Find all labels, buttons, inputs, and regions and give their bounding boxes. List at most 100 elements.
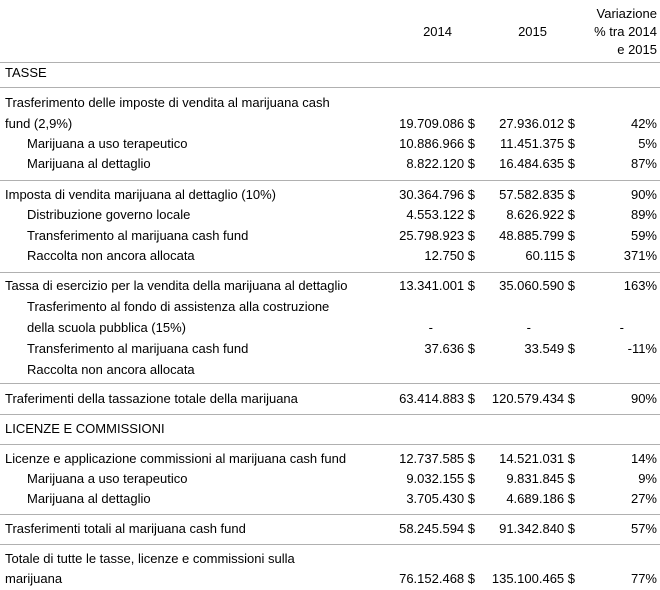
value-change: 57% [630, 521, 657, 536]
table-row-total: Traferimenti della tassazione totale del… [0, 389, 660, 409]
row-label: fund (2,9%) [5, 116, 73, 131]
value-2014: 63.414.883 $ [399, 391, 475, 406]
value-change: 42% [630, 116, 657, 131]
row-label: Raccolta non ancora allocata [27, 362, 195, 377]
row-label: della scuola pubblica (15%) [27, 320, 186, 335]
row-label: Marijuana a uso terapeutico [27, 471, 188, 486]
separator [0, 514, 660, 515]
row-label: Marijuana a uso terapeutico [27, 136, 188, 151]
table-row: Imposta di vendita marijuana al dettagli… [0, 185, 660, 205]
row-label: Transferimento al marijuana cash fund [27, 228, 249, 243]
header-change: Variazione % tra 2014 e 2015 [594, 5, 657, 59]
row-label: Traferimenti della tassazione totale del… [5, 391, 298, 406]
table-row: Trasferimento delle imposte di vendita a… [0, 93, 660, 113]
value-2015: 35.060.590 $ [499, 278, 575, 293]
value-change: 163% [623, 278, 657, 293]
value-2014: 8.822.120 $ [406, 156, 475, 171]
table-row: Marijuana a uso terapeutico 10.886.966 $… [0, 134, 660, 154]
value-2014: 9.032.155 $ [406, 471, 475, 486]
value-change: 90% [630, 391, 657, 406]
value-change: - [619, 320, 624, 335]
row-label: Trasferimento delle imposte di vendita a… [5, 95, 330, 110]
section-heading-licenze: LICENZE E COMMISSIONI [0, 419, 660, 439]
value-2014: 19.709.086 $ [399, 116, 475, 131]
value-2014: 76.152.468 $ [399, 571, 475, 586]
row-label: Imposta di vendita marijuana al dettagli… [5, 187, 276, 202]
value-change: 90% [630, 187, 657, 202]
row-label: Trasferimenti totali al marijuana cash f… [5, 521, 246, 536]
value-change: 27% [630, 491, 657, 506]
table-row: Raccolta non ancora allocata [0, 360, 660, 380]
row-label: LICENZE E COMMISSIONI [5, 421, 165, 436]
value-2015: 135.100.465 $ [491, 571, 575, 586]
table-row: della scuola pubblica (15%) - - - [0, 318, 660, 338]
table-row: Transferimento al marijuana cash fund 37… [0, 339, 660, 359]
value-2015: 11.451.375 $ [500, 136, 575, 151]
value-2015: 91.342.840 $ [499, 521, 575, 536]
row-label: Raccolta non ancora allocata [27, 248, 195, 263]
table-row: Raccolta non ancora allocata 12.750 $ 60… [0, 246, 660, 266]
row-label: Licenze e applicazione commissioni al ma… [5, 451, 347, 466]
row-label: Marijuana al dettaglio [27, 491, 151, 506]
value-2014: 37.636 $ [424, 341, 475, 356]
value-change: 59% [630, 228, 657, 243]
separator [0, 414, 660, 415]
table-row-grand-total: marijuana 76.152.468 $ 135.100.465 $ 77% [0, 569, 660, 589]
table-row: Marijuana al dettaglio 3.705.430 $ 4.689… [0, 489, 660, 509]
row-label: Tassa di esercizio per la vendita della … [5, 278, 348, 293]
table-row-grand-total: Totale di tutte le tasse, licenze e comm… [0, 549, 660, 569]
section-heading-tasse: TASSE [0, 63, 660, 83]
header-change-line-1: Variazione [596, 6, 657, 21]
value-2015: 48.885.799 $ [499, 228, 575, 243]
value-2014: 3.705.430 $ [406, 491, 475, 506]
separator [0, 180, 660, 181]
value-2015: 9.831.845 $ [506, 471, 575, 486]
separator [0, 62, 660, 63]
value-2015: 33.549 $ [524, 341, 575, 356]
row-label: TASSE [5, 65, 47, 80]
table-row: fund (2,9%) 19.709.086 $ 27.936.012 $ 42… [0, 114, 660, 134]
table-row: Marijuana al dettaglio 8.822.120 $ 16.48… [0, 154, 660, 174]
value-change: 5% [638, 136, 657, 151]
separator [0, 544, 660, 545]
value-2014: 4.553.122 $ [406, 207, 475, 222]
header-change-line-3: e 2015 [617, 42, 657, 57]
table-row: Licenze e applicazione commissioni al ma… [0, 449, 660, 469]
row-label: Transferimento al marijuana cash fund [27, 341, 249, 356]
separator [0, 383, 660, 384]
table-row: Distribuzione governo locale 4.553.122 $… [0, 205, 660, 225]
value-2015: 4.689.186 $ [506, 491, 575, 506]
value-change: -11% [627, 341, 657, 356]
table-row: Trasferimento al fondo di assistenza all… [0, 297, 660, 317]
value-change: 87% [630, 156, 657, 171]
value-2014: 25.798.923 $ [399, 228, 475, 243]
value-change: 77% [630, 571, 657, 586]
row-label: Totale di tutte le tasse, licenze e comm… [5, 551, 295, 566]
value-2015: 16.484.635 $ [499, 156, 575, 171]
table-row: Marijuana a uso terapeutico 9.032.155 $ … [0, 469, 660, 489]
table-row: Transferimento al marijuana cash fund 25… [0, 226, 660, 246]
separator [0, 444, 660, 445]
value-change: 371% [623, 248, 657, 263]
value-change: 89% [630, 207, 657, 222]
table-row-total: Trasferimenti totali al marijuana cash f… [0, 519, 660, 539]
value-2014: - [428, 320, 433, 335]
value-2014: 12.750 $ [424, 248, 475, 263]
value-2015: 27.936.012 $ [499, 116, 575, 131]
header-2014: 2014 [423, 24, 452, 39]
separator [0, 272, 660, 273]
separator [0, 87, 660, 88]
value-2014: 30.364.796 $ [399, 187, 475, 202]
value-2015: 57.582.835 $ [499, 187, 575, 202]
value-2014: 58.245.594 $ [399, 521, 475, 536]
value-2015: 60.115 $ [525, 248, 575, 263]
value-2014: 12.737.585 $ [399, 451, 475, 466]
value-2015: 8.626.922 $ [506, 207, 575, 222]
header-2015: 2015 [518, 24, 547, 39]
row-label: Distribuzione governo locale [27, 207, 191, 222]
value-2014: 10.886.966 $ [399, 136, 475, 151]
table-row: Tassa di esercizio per la vendita della … [0, 276, 660, 296]
row-label: Trasferimento al fondo di assistenza all… [27, 299, 330, 314]
header-change-line-2: % tra 2014 [594, 24, 657, 39]
